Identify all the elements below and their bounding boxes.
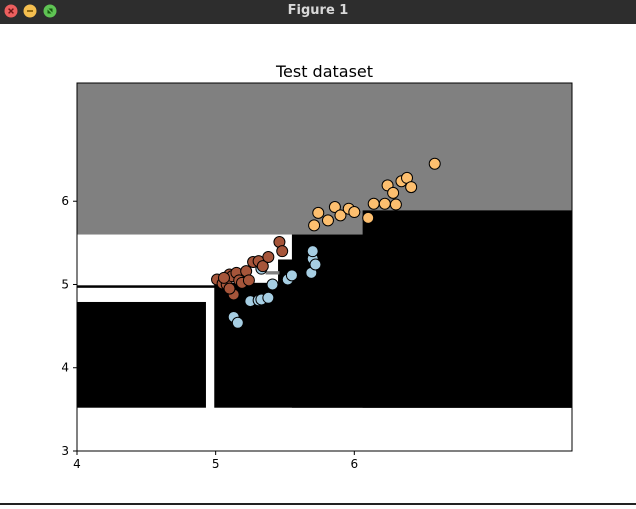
minimize-button[interactable] <box>23 4 37 18</box>
y-tick-label-3: 6 <box>61 194 69 208</box>
decision-region-1 <box>77 301 206 408</box>
data-point-s2-6 <box>348 206 361 219</box>
y-tick-label-2: 5 <box>61 277 69 291</box>
decision-region-4 <box>362 210 572 408</box>
data-point-s0-6 <box>266 278 279 291</box>
data-point-s2-3 <box>328 201 341 214</box>
data-point-s0-12 <box>309 258 322 271</box>
maximize-button[interactable] <box>43 4 57 18</box>
window-title: Figure 1 <box>287 3 349 18</box>
data-point-s2-7 <box>362 211 375 224</box>
decision-region-0 <box>77 83 572 235</box>
maximize-icon <box>43 4 57 18</box>
data-point-s1-18 <box>217 271 230 284</box>
data-point-s1-13 <box>256 260 269 273</box>
decision-regions <box>77 83 572 408</box>
chart-title: Test dataset <box>275 62 373 81</box>
decision-region-6 <box>77 285 279 288</box>
x-tick-label-2: 6 <box>350 457 358 471</box>
x-tick-label-1: 5 <box>212 457 220 471</box>
data-point-s0-5 <box>262 291 275 304</box>
data-point-s2-11 <box>387 186 400 199</box>
plot-frame <box>76 82 573 452</box>
data-point-s0-1 <box>231 316 244 329</box>
minimize-icon <box>23 4 37 18</box>
window-titlebar: Figure 1 <box>0 0 636 24</box>
decision-region-7 <box>265 271 280 275</box>
data-point-s2-16 <box>428 157 441 170</box>
data-point-s2-12 <box>389 198 402 211</box>
data-point-s2-9 <box>378 197 391 210</box>
window-bottom-border <box>0 503 636 505</box>
close-button[interactable] <box>4 4 18 18</box>
data-point-s2-1 <box>312 206 325 219</box>
data-point-s2-0 <box>308 219 321 232</box>
x-tick-label-0: 4 <box>73 457 81 471</box>
data-points <box>211 157 441 329</box>
y-tick-label-1: 4 <box>61 361 69 375</box>
data-point-s0-9 <box>285 269 298 282</box>
data-point-s0-13 <box>306 245 319 258</box>
data-point-s2-8 <box>367 197 380 210</box>
data-point-s2-15 <box>405 181 418 194</box>
data-point-s1-16 <box>276 245 289 258</box>
data-point-s1-14 <box>262 251 275 264</box>
data-point-s2-2 <box>321 214 334 227</box>
data-point-s2-4 <box>334 209 347 222</box>
data-point-s1-10 <box>242 274 255 287</box>
data-point-s1-17 <box>223 282 236 295</box>
y-tick-label-0: 3 <box>61 444 69 458</box>
close-icon <box>4 4 18 18</box>
